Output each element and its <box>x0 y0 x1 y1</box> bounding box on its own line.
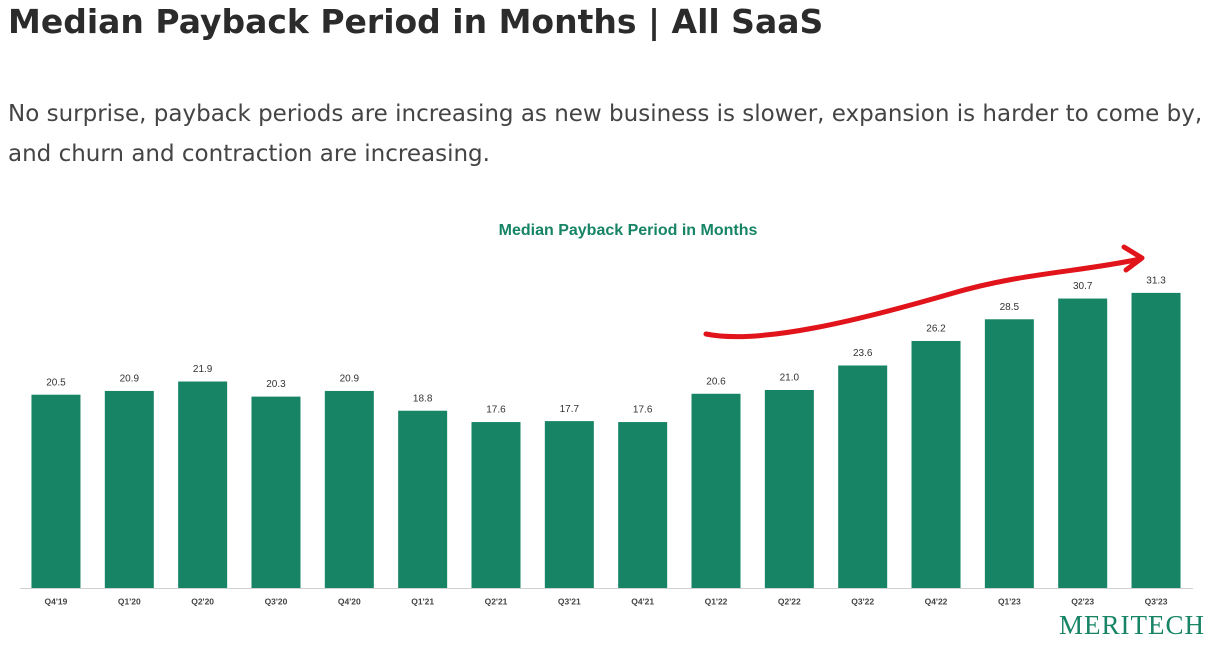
annotation-arrowhead <box>1121 244 1145 273</box>
x-tick-label: Q3'20 <box>265 596 288 606</box>
annotation-arrow <box>703 256 1143 340</box>
x-tick-label: Q4'19 <box>45 596 68 606</box>
x-tick-label: Q4'20 <box>338 596 361 606</box>
value-label: 20.3 <box>266 379 286 390</box>
value-label: 21.9 <box>193 364 213 375</box>
x-tick-label: Q4'22 <box>925 596 948 606</box>
bar <box>471 422 521 588</box>
x-tick-label: Q2'21 <box>485 596 508 606</box>
page-title: Median Payback Period in Months | All Sa… <box>8 2 824 41</box>
value-label: 17.6 <box>486 405 506 416</box>
x-tick-label: Q2'20 <box>191 596 214 606</box>
x-tick-label: Q1'20 <box>118 596 141 606</box>
x-tick-label: Q1'21 <box>411 596 434 606</box>
bar <box>691 393 741 588</box>
x-tick-label: Q2'22 <box>778 596 801 606</box>
value-label: 20.6 <box>706 376 726 387</box>
value-label: 21.0 <box>780 373 800 384</box>
bar <box>324 390 374 588</box>
bar <box>251 396 301 588</box>
chart-title: Median Payback Period in Months <box>499 222 758 239</box>
bar <box>178 381 228 588</box>
x-tick-label: Q3'21 <box>558 596 581 606</box>
bar <box>398 410 448 588</box>
bar <box>544 421 594 588</box>
logo: MERITECH <box>1059 610 1205 640</box>
bar <box>104 390 154 588</box>
value-label: 26.2 <box>926 324 946 335</box>
value-label: 18.8 <box>413 393 433 404</box>
bar <box>31 394 81 588</box>
value-label: 20.9 <box>340 374 360 385</box>
value-label: 20.9 <box>120 374 140 385</box>
bar <box>911 340 961 588</box>
x-tick-label: Q4'21 <box>631 596 654 606</box>
value-label: 31.3 <box>1146 276 1166 287</box>
value-label: 20.5 <box>46 377 66 388</box>
value-label: 30.7 <box>1073 281 1093 292</box>
x-tick-label: Q2'23 <box>1071 596 1094 606</box>
bar <box>764 390 814 588</box>
page-subtitle: No surprise, payback periods are increas… <box>8 101 1203 167</box>
value-label: 23.6 <box>853 348 873 359</box>
bar <box>618 422 668 588</box>
bar <box>1058 298 1108 588</box>
value-label: 17.7 <box>560 404 580 415</box>
bar <box>984 319 1034 588</box>
value-label: 17.6 <box>633 405 653 416</box>
x-tick-label: Q3'22 <box>851 596 874 606</box>
x-tick-label: Q1'23 <box>998 596 1021 606</box>
bar <box>838 365 888 588</box>
bar <box>1131 292 1181 588</box>
x-tick-label: Q3'23 <box>1145 596 1168 606</box>
x-tick-label: Q1'22 <box>705 596 728 606</box>
value-label: 28.5 <box>1000 302 1020 313</box>
